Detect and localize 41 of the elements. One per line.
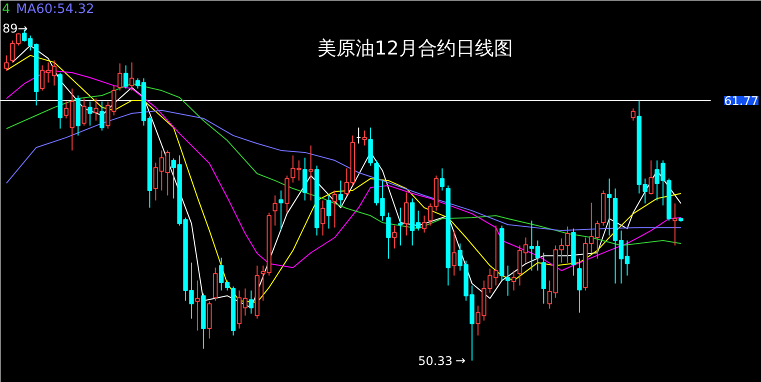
candlestick [88, 100, 92, 126]
annotation: 89→ [2, 22, 28, 36]
candlestick [118, 62, 122, 92]
candlestick [577, 258, 582, 314]
candlestick [648, 160, 654, 195]
candlestick [505, 265, 510, 296]
candlestick [320, 200, 326, 236]
annotation: → [456, 354, 466, 368]
candlestick [404, 192, 409, 236]
chart-title: 美原油12月合约日线图 [318, 38, 513, 60]
candlestick [272, 194, 278, 226]
candlestick [511, 270, 516, 291]
candlestick [4, 54, 9, 72]
candlestick [630, 108, 636, 122]
candlestick [195, 280, 200, 332]
text: MA60:54.32 [16, 2, 94, 17]
candlestick [308, 144, 314, 201]
candlestick [278, 190, 284, 232]
candlestick [672, 202, 678, 246]
text: 4 [2, 2, 10, 17]
annotation: 50.33 [418, 354, 453, 368]
candlestick [440, 168, 445, 192]
candlestick [302, 157, 308, 201]
candlestick [606, 178, 612, 236]
candlestick [386, 212, 391, 260]
candlestick [398, 207, 403, 246]
candlestick [422, 215, 427, 234]
candlestick [392, 225, 397, 249]
candlestick [326, 194, 332, 230]
candlestick [129, 62, 134, 92]
candlestick [452, 230, 456, 276]
candlestick [368, 127, 373, 166]
candlestick [332, 190, 338, 228]
candlestick [338, 180, 344, 206]
candlestick [362, 130, 367, 146]
text: 61.77 [724, 94, 759, 108]
candlestick [123, 64, 128, 90]
candlestick [82, 98, 86, 126]
candlestick [94, 98, 98, 122]
candlestick [100, 100, 104, 132]
candlestick [248, 290, 254, 314]
